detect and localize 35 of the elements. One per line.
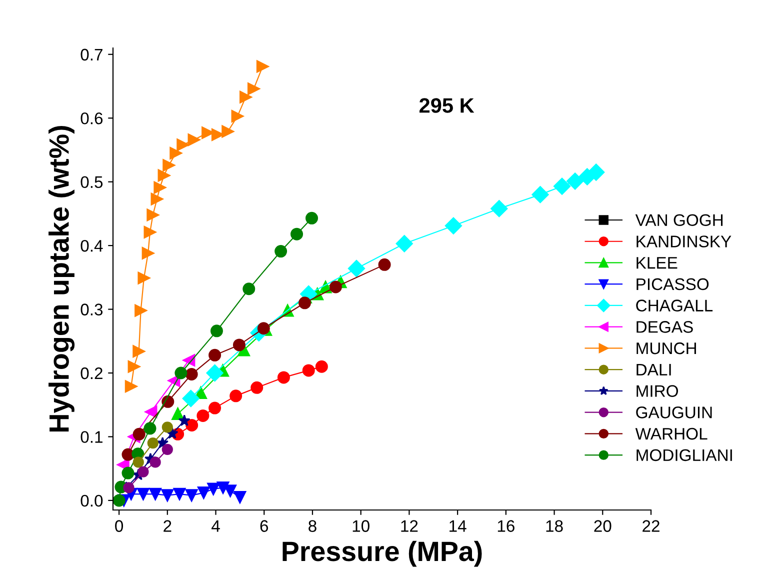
x-tick-label: 18 <box>546 520 563 532</box>
legend-label: DEGAS <box>636 321 693 333</box>
y-tick-label: 0.1 <box>80 431 102 443</box>
x-tick-label: 0 <box>115 520 124 532</box>
x-tick-label: 16 <box>498 520 514 532</box>
y-tick-label: 0.0 <box>80 494 103 507</box>
legend-label: DALI <box>636 364 671 376</box>
legend-label: WARHOL <box>635 428 708 440</box>
y-axis-title: Hydrogen uptake (wt%) <box>48 126 75 432</box>
x-tick-label: 22 <box>642 520 660 532</box>
legend-label: GAUGUIN <box>636 406 712 418</box>
x-tick-label: 14 <box>450 520 466 532</box>
legend-label: KLEE <box>636 257 678 269</box>
x-tick-label: 20 <box>594 520 612 532</box>
annotation: 295 K <box>419 98 474 113</box>
legend-label: MIRO <box>636 385 678 397</box>
legend-label: KANDINSKY <box>636 236 732 248</box>
y-tick-label: 0.5 <box>80 176 103 188</box>
x-tick-label: 12 <box>401 520 418 532</box>
x-axis-title: Pressure (MPa) <box>282 540 482 567</box>
x-tick-label: 10 <box>352 520 370 532</box>
legend-label: VAN GOGH <box>635 214 723 226</box>
x-tick-label: 4 <box>212 520 220 532</box>
y-tick-label: 0.2 <box>80 367 102 380</box>
legend-label: PICASSO <box>636 278 709 290</box>
x-tick-label: 2 <box>164 520 172 532</box>
y-tick-label: 0.3 <box>80 304 103 316</box>
legend-label: MODIGLIANI <box>636 449 732 462</box>
legend-label: CHAGALL <box>636 300 713 312</box>
x-tick-label: 6 <box>260 520 268 532</box>
legend-label: MUNCH <box>636 342 696 354</box>
y-tick-label: 0.6 <box>80 112 103 124</box>
y-tick-label: 0.4 <box>80 240 103 252</box>
x-tick-label: 8 <box>308 520 316 532</box>
y-tick-label: 0.7 <box>80 48 102 61</box>
